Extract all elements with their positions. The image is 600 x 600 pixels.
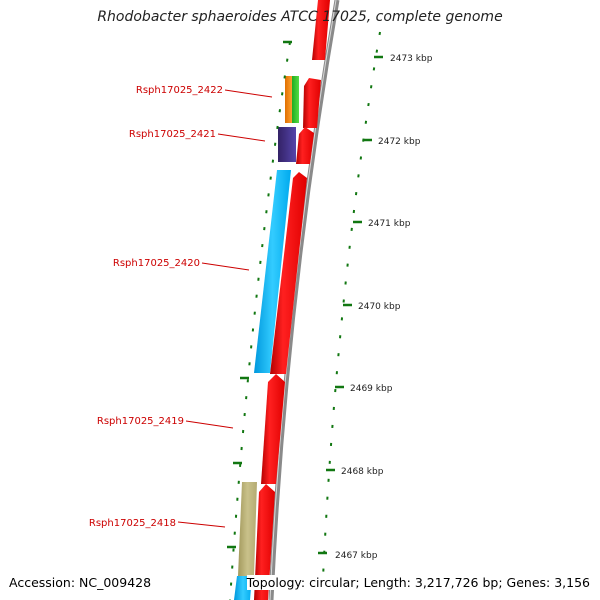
leader-2418	[177, 521, 226, 528]
leader-2419	[185, 420, 234, 429]
gene-label-2419: Rsph17025_2419	[97, 416, 184, 427]
gene-label-2422: Rsph17025_2422	[136, 85, 223, 96]
ruler-label: 2467 kbp	[335, 551, 378, 561]
ruler-major-ticks	[318, 55, 383, 555]
inner-track-dots	[229, 41, 291, 600]
genome-title: Rhodobacter sphaeroides ATCC 17025, comp…	[97, 9, 503, 25]
ruler-label: 2472 kbp	[378, 137, 421, 147]
leader-2422	[224, 89, 273, 98]
gene-reverse-blue	[254, 170, 291, 373]
gene-reverse-orange	[285, 76, 292, 123]
topology-text: Topology: circular; Length: 3,217,726 bp…	[246, 575, 590, 590]
gene-forward-2419	[261, 374, 285, 484]
gene-label-leaders	[177, 89, 273, 528]
gene-label-2420: Rsph17025_2420	[113, 258, 200, 269]
accession-text: Accession: NC_009428	[9, 575, 152, 590]
gene-reverse-green	[292, 76, 299, 123]
forward-strand-genes	[254, 0, 330, 600]
leader-2420	[201, 262, 250, 271]
inner-track-ticks	[227, 40, 292, 549]
gene-label-2418: Rsph17025_2418	[89, 518, 176, 529]
gene-forward-2420	[270, 172, 307, 374]
gene-labels: Rsph17025_2422 Rsph17025_2421 Rsph17025_…	[89, 85, 223, 529]
leader-2421	[217, 133, 266, 142]
gene-reverse-khaki	[238, 482, 257, 576]
ruler-label: 2470 kbp	[358, 302, 401, 312]
gene-reverse-purple	[278, 127, 296, 162]
genome-backbone	[268, 0, 340, 600]
reverse-strand-genes	[234, 76, 299, 600]
ruler-dots	[321, 31, 381, 600]
gene-forward-2418	[254, 484, 275, 600]
gene-forward-2421	[296, 127, 314, 164]
gene-forward-2422	[303, 78, 321, 128]
ruler-label: 2468 kbp	[341, 467, 384, 477]
ruler-label: 2471 kbp	[368, 219, 411, 229]
ruler-label: 2469 kbp	[350, 384, 393, 394]
gene-forward-top	[312, 0, 330, 60]
gene-label-2421: Rsph17025_2421	[129, 129, 216, 140]
ruler-label: 2473 kbp	[390, 54, 433, 64]
ruler-labels: 2473 kbp 2472 kbp 2471 kbp 2470 kbp 2469…	[335, 54, 433, 561]
